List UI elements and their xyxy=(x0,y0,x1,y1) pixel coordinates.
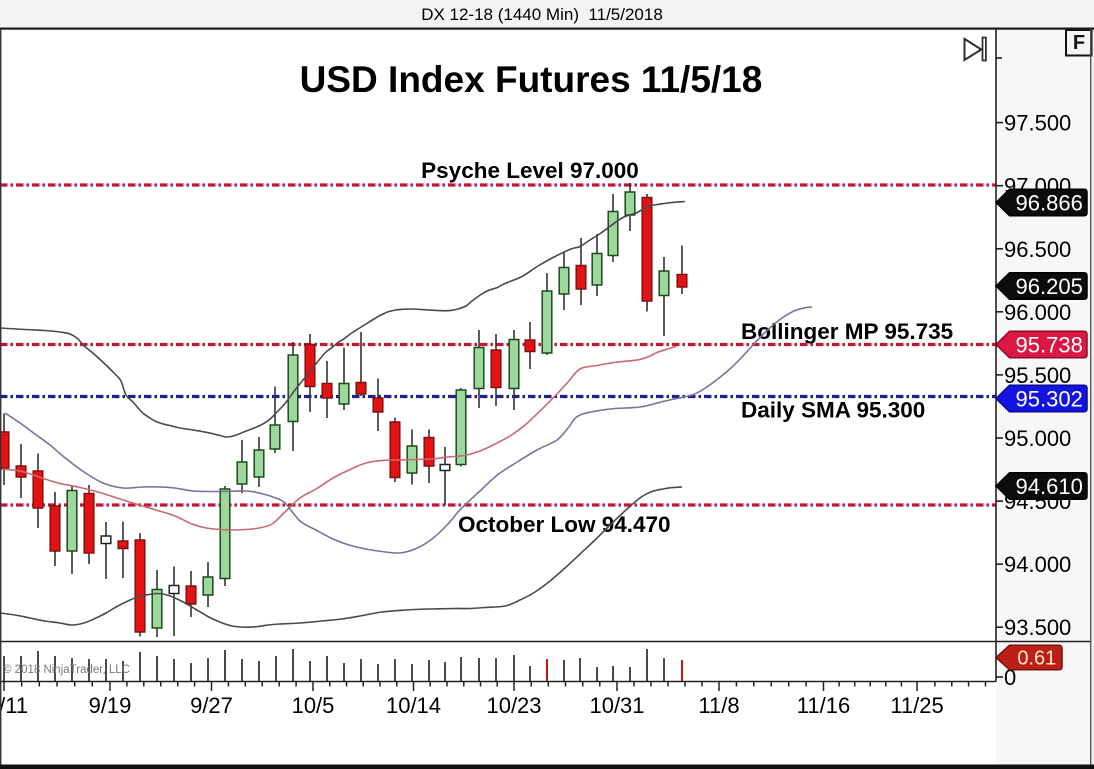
svg-text:10/14: 10/14 xyxy=(386,693,441,718)
svg-text:94.000: 94.000 xyxy=(1004,552,1071,577)
svg-text:0.61: 0.61 xyxy=(1017,648,1056,670)
svg-text:10/5: 10/5 xyxy=(292,693,335,718)
svg-text:9/11: 9/11 xyxy=(0,693,28,718)
svg-text:95.500: 95.500 xyxy=(1004,363,1071,388)
svg-text:95.302: 95.302 xyxy=(1016,386,1083,411)
svg-text:Daily SMA 95.300: Daily SMA 95.300 xyxy=(741,398,925,423)
svg-text:October Low 94.470: October Low 94.470 xyxy=(458,512,671,537)
svg-text:11/8: 11/8 xyxy=(698,693,739,718)
svg-text:F: F xyxy=(1073,32,1085,54)
svg-text:11/16: 11/16 xyxy=(797,693,850,718)
svg-text:Bollinger MP 95.735: Bollinger MP 95.735 xyxy=(741,319,953,344)
svg-text:USD Index Futures 11/5/18: USD Index Futures 11/5/18 xyxy=(300,59,763,100)
svg-text:94.610: 94.610 xyxy=(1016,474,1083,499)
svg-text:96.500: 96.500 xyxy=(1004,237,1071,262)
svg-text:© 2018 NinjaTrader, LLC: © 2018 NinjaTrader, LLC xyxy=(3,664,130,676)
svg-text:10/23: 10/23 xyxy=(486,693,541,718)
svg-text:95.738: 95.738 xyxy=(1016,332,1083,357)
svg-text:96.866: 96.866 xyxy=(1016,190,1083,215)
svg-text:95.000: 95.000 xyxy=(1004,426,1071,451)
svg-text:96.205: 96.205 xyxy=(1016,274,1083,299)
svg-text:97.500: 97.500 xyxy=(1004,111,1071,136)
svg-text:11/25: 11/25 xyxy=(890,693,943,718)
svg-text:10/31: 10/31 xyxy=(589,693,644,718)
svg-text:9/27: 9/27 xyxy=(190,693,233,718)
svg-text:96.000: 96.000 xyxy=(1004,300,1071,325)
svg-text:0: 0 xyxy=(1004,665,1016,690)
svg-text:93.500: 93.500 xyxy=(1004,615,1071,640)
svg-text:Psyche Level 97.000: Psyche Level 97.000 xyxy=(421,158,639,183)
svg-text:DX 12-18 (1440 Min) 11/5/2018: DX 12-18 (1440 Min) 11/5/2018 xyxy=(421,5,663,24)
svg-text:9/19: 9/19 xyxy=(89,693,132,718)
